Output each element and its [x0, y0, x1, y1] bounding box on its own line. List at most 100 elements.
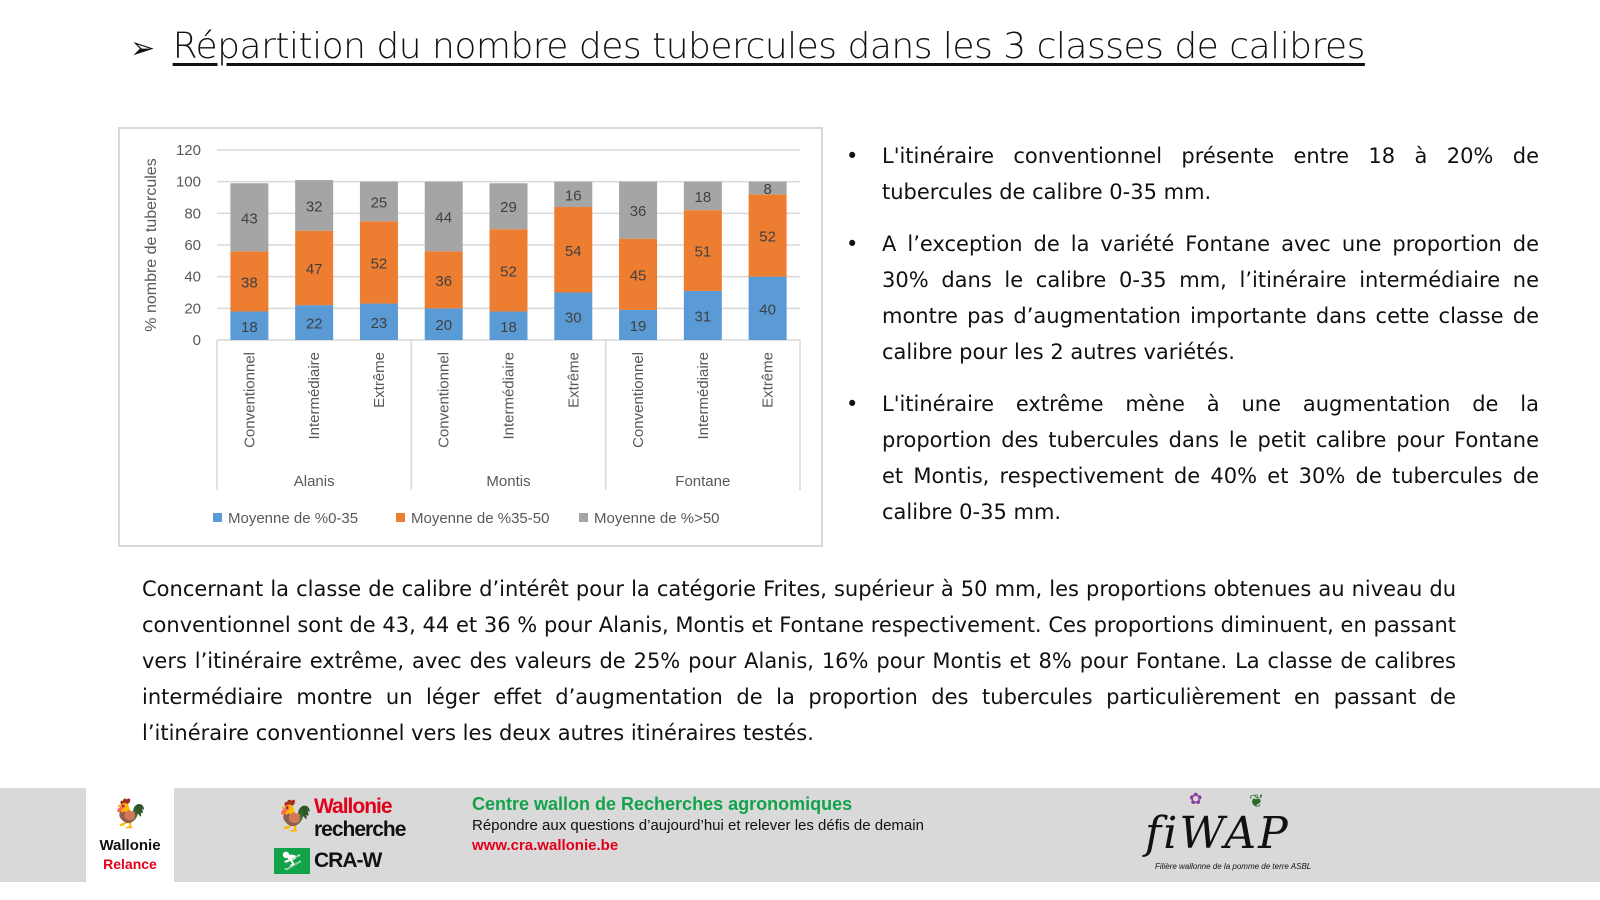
bar-segment [424, 308, 463, 340]
data-label: 52 [759, 229, 776, 246]
x-tick-label: Conventionnel [436, 352, 453, 448]
rooster-icon: 🐓 [276, 800, 314, 833]
rooster-icon: 🐓 [112, 798, 148, 829]
bar-segment [748, 276, 787, 340]
bar-segment [424, 251, 463, 309]
bullet-item: L'itinéraire extrême mène à une augmenta… [846, 386, 1539, 530]
x-tick-label: Conventionnel [630, 352, 647, 448]
bar-segment [683, 210, 722, 291]
body-paragraph: Concernant la classe de calibre d’intérê… [142, 577, 1456, 745]
bar-segment [359, 303, 398, 340]
bar-segment [489, 229, 528, 312]
legend-label: Moyenne de %>50 [594, 510, 720, 527]
data-label: 30 [565, 309, 582, 326]
data-label: 36 [630, 203, 647, 220]
data-label: 18 [241, 319, 258, 336]
bar-segment [230, 251, 269, 312]
bar-segment [295, 180, 334, 231]
y-tick-label: 0 [193, 332, 201, 349]
wallonie-recherche-logo: 🐓 Wallonie recherche ⛷ CRA-W [274, 796, 434, 876]
y-tick-label: 100 [176, 174, 201, 191]
bar-segment [489, 311, 528, 340]
logo-text: fiWAP [1145, 808, 1290, 859]
cra-name: Centre wallon de Recherches agronomiques [472, 794, 853, 814]
logo-text: Wallonie [99, 837, 161, 854]
legend-swatch [396, 513, 405, 522]
bullet-item: L'itinéraire conventionnel présente entr… [846, 138, 1539, 210]
data-label: 23 [371, 315, 388, 332]
data-label: 18 [694, 189, 711, 206]
data-label: 52 [371, 255, 388, 272]
bar-segment [554, 181, 593, 207]
cra-w-icon: ⛷ [274, 848, 310, 874]
data-label: 44 [435, 210, 452, 227]
bar-segment [748, 194, 787, 277]
data-label: 16 [565, 187, 582, 204]
flower-icon: ✿ [1189, 791, 1203, 808]
fiwap-logo: ✿ ❦ fiWAP Filière wallonne de la pomme d… [1145, 792, 1335, 880]
x-tick-label: Conventionnel [241, 352, 258, 448]
wallonie-relance-logo: 🐓 Wallonie Relance [86, 788, 174, 882]
bar-segment [230, 311, 269, 340]
data-label: 20 [435, 317, 452, 334]
bullet-list: L'itinéraire conventionnel présente entr… [846, 138, 1539, 546]
bar-segment [683, 181, 722, 211]
y-axis-label: % nombre de tubercules [143, 158, 160, 331]
bar-segment [683, 290, 722, 340]
x-tick-label: Extrême [760, 352, 777, 408]
data-label: 52 [500, 263, 517, 280]
bullet-item: A l’exception de la variété Fontane avec… [846, 226, 1539, 370]
logo-text: Wallonie [314, 795, 393, 818]
x-tick-label: Intermédiaire [695, 352, 712, 440]
logo-text: recherche [314, 818, 406, 841]
bar-segment [619, 238, 658, 310]
stacked-bar-chart: 0 20 40 60 80 100 120 % nombre de tubercules 18 3… [118, 127, 823, 547]
bar-segment [619, 309, 658, 340]
data-label: 29 [500, 199, 517, 216]
logo-text: Relance [103, 856, 157, 872]
cra-url-link[interactable]: www.cra.wallonie.be [472, 837, 619, 854]
x-tick-label: Intermédiaire [306, 352, 323, 440]
bar-segment [295, 230, 334, 306]
bar-segment [230, 183, 269, 252]
logo-tagline: Filière wallonne de la pomme de terre AS… [1155, 862, 1312, 871]
group-label: Montis [486, 473, 530, 490]
chart-svg: 0 20 40 60 80 100 120 % nombre de tubercules 18 3… [143, 142, 801, 527]
x-tick-label: Extrême [371, 352, 388, 408]
leaf-icon: ❦ [1249, 791, 1265, 811]
data-label: 18 [500, 319, 517, 336]
legend-swatch [213, 513, 222, 522]
footer-bar: 🐓 Wallonie Relance 🐓 Wallonie recherche … [0, 788, 1600, 882]
cra-slogan: Répondre aux questions d’aujourd’hui et … [472, 817, 924, 834]
legend-label: Moyenne de %0-35 [228, 510, 358, 527]
data-label: 32 [306, 198, 323, 215]
legend-label: Moyenne de %35-50 [411, 510, 549, 527]
bar-segment [359, 221, 398, 304]
data-label: 19 [630, 318, 647, 335]
logo-text: CRA-W [314, 849, 382, 872]
arrow-bullet-icon: ➢ [130, 31, 155, 66]
y-tick-label: 20 [184, 300, 201, 317]
data-label: 45 [630, 267, 647, 284]
group-label: Fontane [675, 473, 730, 490]
y-tick-label: 120 [176, 142, 201, 159]
data-label: 51 [694, 244, 711, 261]
slide-title: ➢ Répartition du nombre des tubercules da… [130, 26, 1365, 67]
x-tick-label: Extrême [565, 352, 582, 408]
data-label: 25 [371, 194, 388, 211]
bar-segment [489, 183, 528, 230]
y-tick-label: 80 [184, 205, 201, 222]
data-label: 54 [565, 243, 582, 260]
x-tick-label: Intermédiaire [501, 352, 518, 440]
data-label: 40 [759, 301, 776, 318]
y-tick-label: 40 [184, 269, 201, 286]
bar-segment [748, 181, 787, 195]
bar-segment [619, 181, 658, 239]
data-label: 36 [435, 273, 452, 290]
data-label: 22 [306, 316, 323, 333]
data-label: 31 [694, 308, 711, 325]
data-label: 47 [306, 261, 323, 278]
data-label: 8 [763, 181, 771, 198]
bar-segment [554, 207, 593, 293]
bar-segment [295, 305, 334, 340]
